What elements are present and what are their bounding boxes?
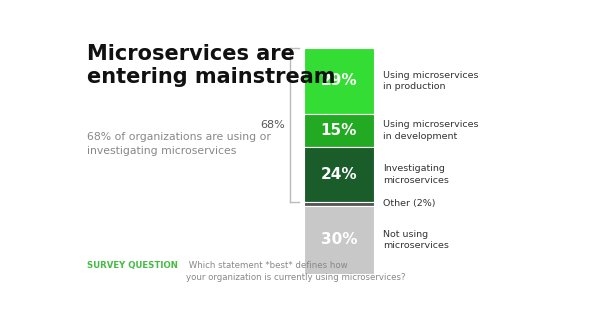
Bar [304,202,374,206]
Text: SURVEY QUESTION: SURVEY QUESTION [87,261,178,271]
Text: Microservices are
entering mainstream: Microservices are entering mainstream [87,44,335,87]
Text: Using microservices
in production: Using microservices in production [383,71,479,91]
Text: Which statement *best* defines how
your organization is currently using microser: Which statement *best* defines how your … [186,261,406,282]
Text: Investigating
microservices: Investigating microservices [383,164,449,185]
Text: Not using
microservices: Not using microservices [383,230,449,250]
Text: 24%: 24% [320,167,357,182]
Text: Using microservices
in development: Using microservices in development [383,120,479,141]
Text: 68% of organizations are using or
investigating microservices: 68% of organizations are using or invest… [87,132,271,156]
Bar [304,48,374,114]
Text: Other (2%): Other (2%) [383,199,435,208]
Text: 29%: 29% [320,73,357,88]
Bar [304,114,374,148]
Bar [304,206,374,274]
Text: 68%: 68% [259,120,285,130]
Text: 15%: 15% [320,123,357,138]
Text: 30%: 30% [320,232,357,247]
Bar [304,148,374,202]
